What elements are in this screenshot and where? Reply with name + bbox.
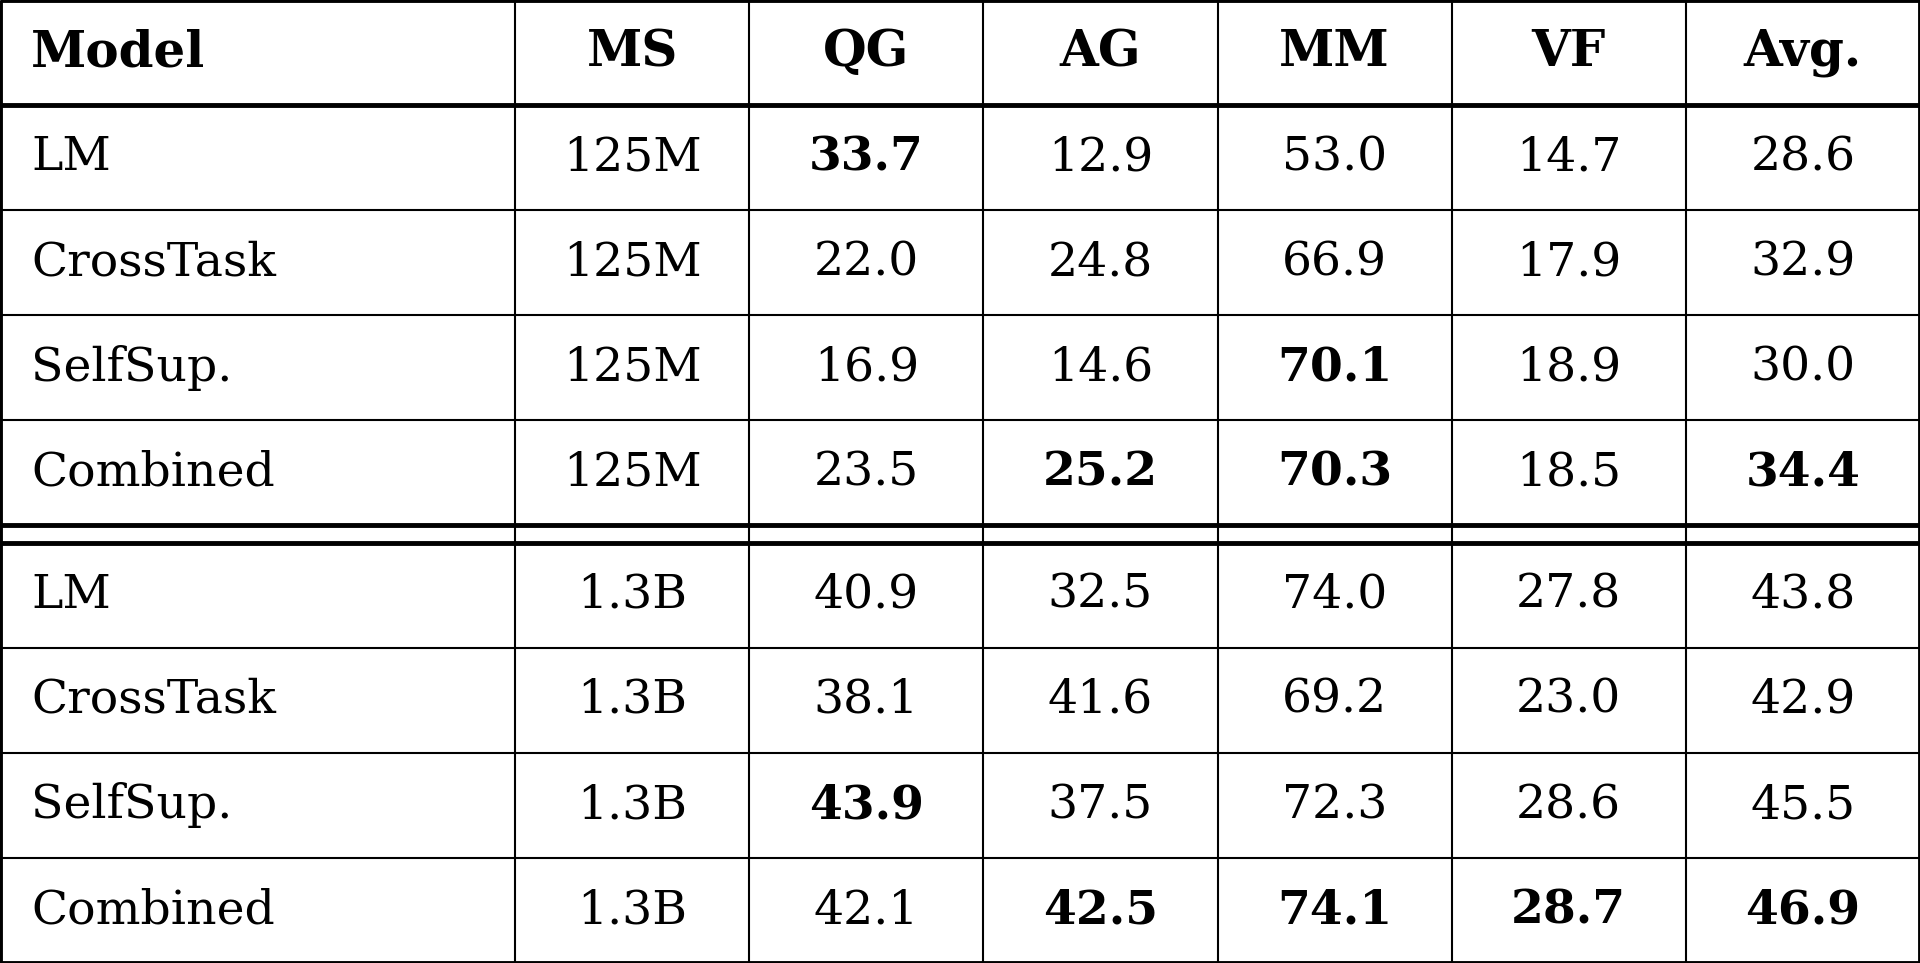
Text: 28.7: 28.7 xyxy=(1511,888,1626,933)
Text: 18.9: 18.9 xyxy=(1517,345,1620,390)
Text: 30.0: 30.0 xyxy=(1751,345,1855,390)
Text: 32.5: 32.5 xyxy=(1048,573,1154,618)
Text: 12.9: 12.9 xyxy=(1048,135,1154,180)
Text: 72.3: 72.3 xyxy=(1283,783,1388,828)
Text: MM: MM xyxy=(1279,28,1390,77)
Text: 33.7: 33.7 xyxy=(808,135,924,181)
Text: CrossTask: CrossTask xyxy=(31,240,276,285)
Text: 53.0: 53.0 xyxy=(1283,135,1386,180)
Text: 25.2: 25.2 xyxy=(1043,450,1158,496)
Text: 1.3B: 1.3B xyxy=(578,678,687,723)
Text: 17.9: 17.9 xyxy=(1517,240,1620,285)
Text: 16.9: 16.9 xyxy=(814,345,920,390)
Text: Avg.: Avg. xyxy=(1743,28,1862,77)
Text: Combined: Combined xyxy=(31,450,275,496)
Text: 74.1: 74.1 xyxy=(1277,888,1392,933)
Text: Model: Model xyxy=(31,28,205,77)
Text: 1.3B: 1.3B xyxy=(578,783,687,828)
Text: 42.9: 42.9 xyxy=(1751,678,1855,723)
Text: 125M: 125M xyxy=(563,135,701,180)
Text: 14.7: 14.7 xyxy=(1517,135,1622,180)
Text: 14.6: 14.6 xyxy=(1048,345,1154,390)
Text: 28.6: 28.6 xyxy=(1751,135,1855,180)
Text: 42.5: 42.5 xyxy=(1043,888,1158,933)
Text: 40.9: 40.9 xyxy=(814,573,920,618)
Text: 74.0: 74.0 xyxy=(1283,573,1388,618)
Text: 70.1: 70.1 xyxy=(1277,345,1392,391)
Text: 43.8: 43.8 xyxy=(1751,573,1855,618)
Text: Combined: Combined xyxy=(31,888,275,933)
Text: CrossTask: CrossTask xyxy=(31,678,276,723)
Text: 43.9: 43.9 xyxy=(808,782,924,828)
Text: 42.1: 42.1 xyxy=(814,888,920,933)
Text: 46.9: 46.9 xyxy=(1745,888,1860,933)
Text: 28.6: 28.6 xyxy=(1517,783,1620,828)
Text: 1.3B: 1.3B xyxy=(578,888,687,933)
Text: SelfSup.: SelfSup. xyxy=(31,782,232,828)
Text: 32.9: 32.9 xyxy=(1751,240,1855,285)
Text: 24.8: 24.8 xyxy=(1048,240,1154,285)
Text: 23.5: 23.5 xyxy=(814,450,920,496)
Text: 37.5: 37.5 xyxy=(1048,783,1154,828)
Text: 23.0: 23.0 xyxy=(1517,678,1620,723)
Text: 125M: 125M xyxy=(563,240,701,285)
Text: 34.4: 34.4 xyxy=(1745,450,1860,496)
Text: 125M: 125M xyxy=(563,345,701,390)
Text: 125M: 125M xyxy=(563,450,701,496)
Text: MS: MS xyxy=(586,28,678,77)
Text: 45.5: 45.5 xyxy=(1751,783,1855,828)
Text: 22.0: 22.0 xyxy=(814,240,920,285)
Text: 1.3B: 1.3B xyxy=(578,573,687,618)
Text: 38.1: 38.1 xyxy=(814,678,920,723)
Text: LM: LM xyxy=(31,135,111,180)
Text: 70.3: 70.3 xyxy=(1277,450,1392,496)
Text: QG: QG xyxy=(824,28,910,77)
Text: 69.2: 69.2 xyxy=(1283,678,1386,723)
Text: 66.9: 66.9 xyxy=(1283,240,1386,285)
Text: SelfSup.: SelfSup. xyxy=(31,345,232,391)
Text: 27.8: 27.8 xyxy=(1517,573,1620,618)
Text: 18.5: 18.5 xyxy=(1517,450,1620,496)
Text: 41.6: 41.6 xyxy=(1048,678,1154,723)
Text: AG: AG xyxy=(1060,28,1140,77)
Text: LM: LM xyxy=(31,573,111,618)
Text: VF: VF xyxy=(1532,28,1605,77)
